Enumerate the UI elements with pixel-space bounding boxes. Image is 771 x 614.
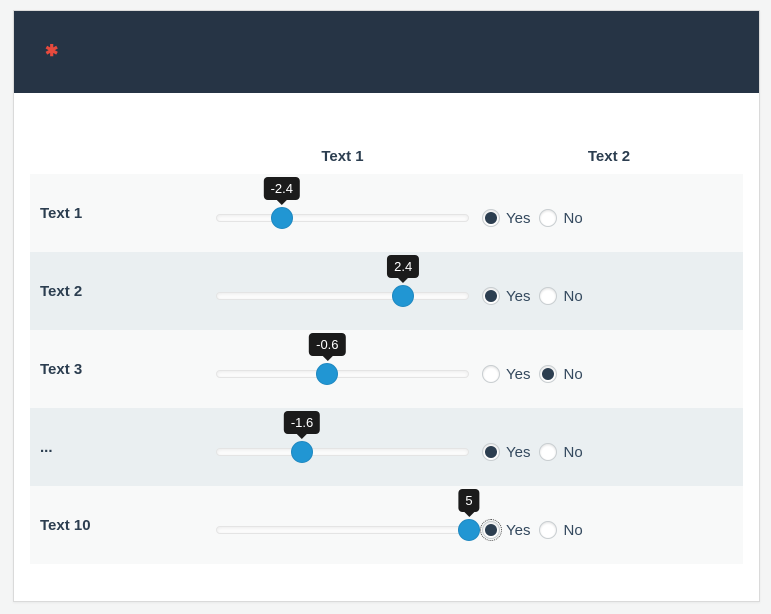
radio-no[interactable] [539,287,558,305]
question-header: ✱ [14,11,759,93]
answer-row: Text 3 -0.6 Yes No [30,330,743,408]
slider-track[interactable] [216,370,469,378]
slider-track[interactable] [216,526,469,534]
slider[interactable]: -2.4 [216,174,469,252]
slider-track[interactable] [216,292,469,300]
radio-label: Yes [506,443,531,461]
radio-label: No [563,443,583,461]
column-header-radio: Text 2 [587,148,631,165]
column-header-slider: Text 1 [321,148,364,165]
radio-group-inner: Yes No [480,519,592,541]
question-card: ✱ Text 1 Text 2 Text 1 -2.4 Yes No Text 2 2.4… [13,10,760,602]
radio-label: Yes [506,287,531,305]
slider-value-tooltip: 2.4 [387,255,420,283]
slider[interactable]: 5 [216,486,480,564]
required-asterisk-icon: ✱ [45,43,59,60]
slider[interactable]: 2.4 [216,252,469,330]
radio-group: Yes No [469,408,743,486]
slider[interactable]: -1.6 [216,408,469,486]
rows: Text 1 -2.4 Yes No Text 2 2.4 Yes No Text 3 -0.6 Y… [30,174,743,564]
row-label: Text 3 [40,360,83,378]
radio-label: Yes [506,365,531,383]
row-label: Text 1 [40,204,83,222]
radio-no[interactable] [539,521,558,539]
answer-row: Text 1 -2.4 Yes No [30,174,743,252]
answer-row: ... -1.6 Yes No [30,408,743,486]
radio-group-inner: Yes No [482,287,592,305]
radio-label: No [563,521,583,539]
radio-option-no[interactable]: No [539,443,583,461]
radio-label: No [563,365,583,383]
radio-yes[interactable] [482,209,500,227]
radio-option-yes[interactable]: Yes [482,443,530,461]
slider-value-tooltip: -2.4 [263,177,300,205]
radio-no[interactable] [539,443,558,461]
radio-option-yes[interactable]: Yes [482,365,530,383]
slider-handle[interactable] [291,441,314,463]
radio-group-inner: Yes No [482,365,592,383]
question-body: Text 1 Text 2 Text 1 -2.4 Yes No Text 2 2.4 Ye… [14,93,759,564]
radio-option-yes[interactable]: Yes [482,209,530,227]
slider-handle[interactable] [392,285,415,307]
answer-row: Text 10 5 Yes No [30,486,743,564]
radio-option-no[interactable]: No [539,209,583,227]
radio-label: No [563,287,583,305]
radio-group: Yes No [469,486,743,564]
radio-label: Yes [506,209,531,227]
slider-handle[interactable] [270,207,293,229]
radio-option-yes[interactable]: Yes [480,519,531,541]
radio-option-no[interactable]: No [539,521,583,539]
radio-group: Yes No [469,330,743,408]
row-label: Text 10 [40,516,91,534]
radio-group: Yes No [469,252,743,330]
radio-no[interactable] [539,209,558,227]
row-label: Text 2 [40,282,83,300]
radio-yes[interactable] [482,443,500,461]
column-headers: Text 1 Text 2 [30,93,743,174]
slider-handle[interactable] [458,519,480,541]
answer-row: Text 2 2.4 Yes No [30,252,743,330]
slider-value-tooltip: 5 [458,489,480,517]
radio-yes[interactable] [482,365,500,383]
slider-track[interactable] [216,214,469,222]
radio-option-yes[interactable]: Yes [482,287,530,305]
slider-value-tooltip: -0.6 [309,333,346,361]
slider-track[interactable] [216,448,469,456]
radio-group-inner: Yes No [482,443,592,461]
radio-option-no[interactable]: No [539,287,583,305]
radio-yes[interactable] [482,287,500,305]
header-spacer [30,148,216,165]
radio-option-no[interactable]: No [539,365,583,383]
radio-group: Yes No [469,174,743,252]
radio-label: Yes [506,521,531,539]
radio-label: No [563,209,583,227]
radio-no[interactable] [539,365,558,383]
row-label: ... [40,438,53,456]
radio-group-inner: Yes No [482,209,592,227]
slider-handle[interactable] [316,363,339,385]
slider-value-tooltip: -1.6 [283,411,321,439]
slider[interactable]: -0.6 [216,330,469,408]
radio-yes[interactable] [480,519,502,541]
